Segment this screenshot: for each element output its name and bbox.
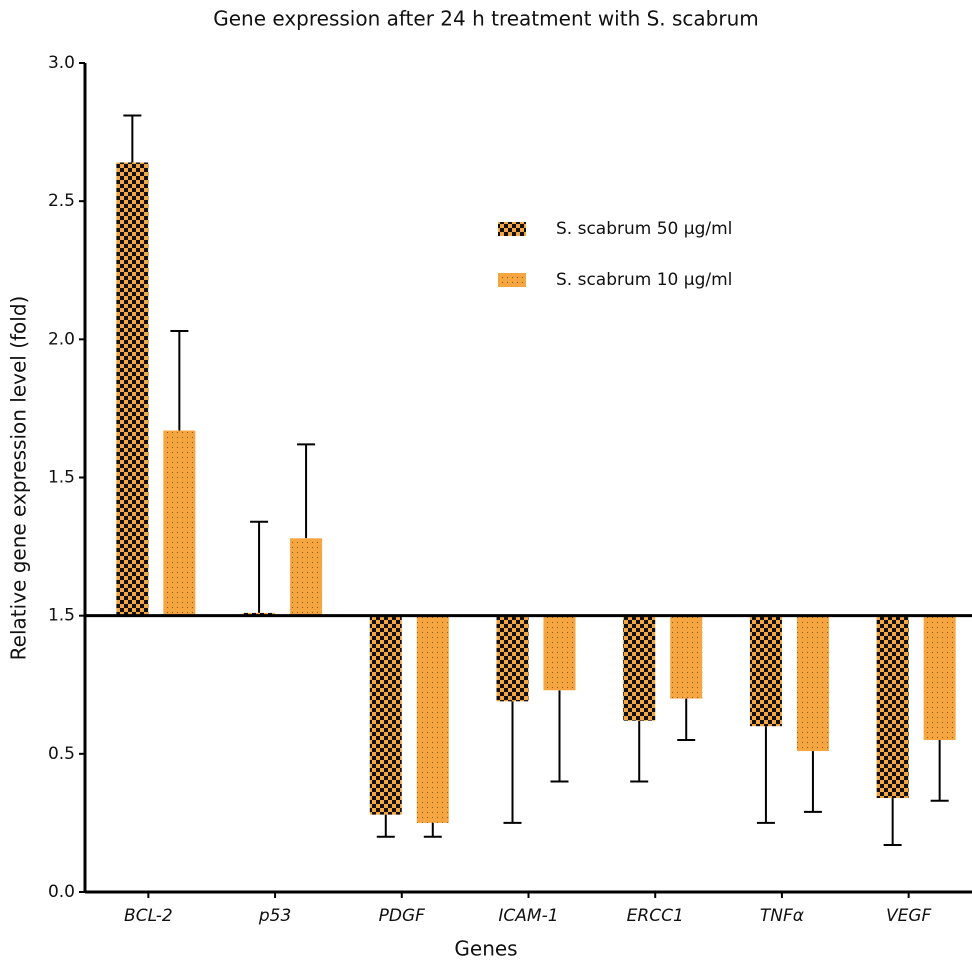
y-tick-label: 0.0	[48, 882, 75, 902]
x-tick-label: BCL-2	[124, 906, 173, 926]
y-tick-label: 1.5	[48, 468, 75, 488]
bar	[670, 615, 703, 699]
x-tick-label: PDGF	[379, 906, 426, 926]
x-tick-label: p53	[258, 906, 291, 926]
y-tick-label: 0.5	[48, 744, 75, 764]
x-tick-label: ERCC1	[627, 906, 684, 926]
y-tick-label: 2.0	[48, 329, 75, 349]
y-tick-label: 3.0	[48, 53, 75, 73]
y-axis-label: Relative gene expression level (fold)	[7, 296, 31, 661]
bar	[923, 615, 956, 741]
bar	[876, 615, 909, 799]
x-axis-label: Genes	[454, 937, 517, 961]
bar	[163, 430, 196, 616]
bar	[116, 162, 149, 616]
legend-swatch	[498, 273, 526, 287]
bar	[290, 538, 323, 616]
legend-label: S. scabrum 50 μg/ml	[556, 219, 732, 239]
y-tick-label: 2.5	[48, 191, 75, 211]
x-tick-label: TNFα	[760, 906, 804, 926]
legend-swatch	[498, 222, 526, 236]
bar	[496, 615, 529, 702]
chart-title: Gene expression after 24 h treatment wit…	[213, 7, 759, 31]
x-tick-label: ICAM-1	[498, 906, 558, 926]
bar	[749, 615, 782, 727]
bar	[369, 615, 402, 815]
bar	[543, 615, 576, 691]
bar	[796, 615, 829, 752]
bar	[416, 615, 449, 823]
bar	[623, 615, 656, 721]
legend-label: S. scabrum 10 μg/ml	[556, 270, 732, 290]
x-tick-label: VEGF	[886, 906, 932, 926]
y-tick-label: 1.5	[48, 606, 75, 626]
